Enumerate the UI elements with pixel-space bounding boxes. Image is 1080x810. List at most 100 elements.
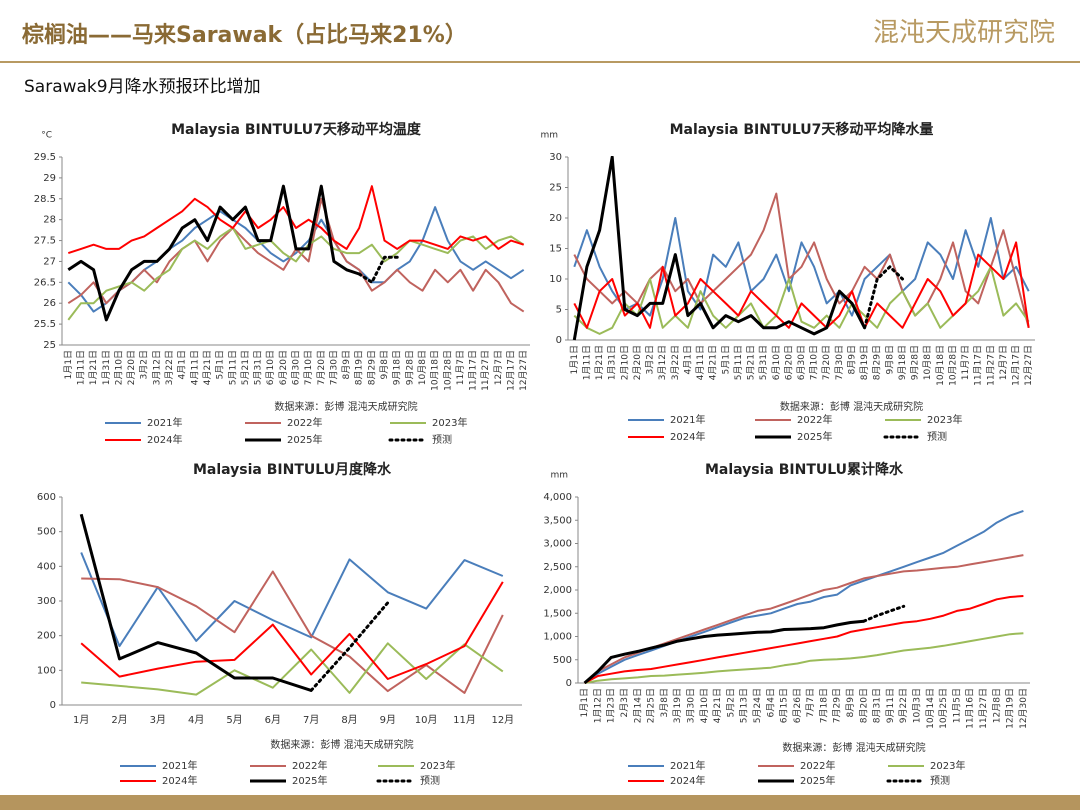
x-tick-label: 5月21日 [240, 350, 251, 385]
y-tick-label: 4,000 [543, 492, 572, 503]
x-tick-label: 8月19日 [354, 350, 365, 385]
y-tick-label: 20 [549, 213, 562, 224]
x-tick-label: 9月 [380, 714, 396, 726]
x-tick-label: 7月30日 [834, 345, 845, 380]
series-line [81, 570, 504, 694]
x-tick-label: 5月11日 [733, 345, 744, 380]
legend-label: 预测 [432, 433, 452, 446]
y-tick-label: 28.5 [34, 194, 56, 205]
y-tick-label: 30 [549, 152, 562, 163]
x-tick-label: 12月8日 [991, 688, 1002, 723]
x-tick-label: 2月 [111, 714, 127, 726]
chart-title: Malaysia BINTULU月度降水 [193, 461, 392, 478]
legend-label: 2024年 [670, 430, 705, 443]
x-tick-label: 10月28日 [947, 345, 958, 386]
x-tick-label: 10月18日 [430, 350, 441, 391]
x-tick-label: 7月18日 [818, 688, 829, 723]
x-tick-label: 12月27日 [518, 350, 529, 391]
x-tick-label: 7月7日 [805, 688, 816, 717]
x-tick-label: 11月16日 [965, 688, 976, 729]
x-tick-label: 1月1日 [569, 345, 580, 374]
legend-label: 2023年 [420, 759, 455, 772]
y-tick-label: 200 [37, 631, 56, 642]
x-tick-label: 8月20日 [858, 688, 869, 723]
x-tick-label: 5月1日 [720, 345, 731, 374]
x-tick-label: 1月21日 [594, 345, 605, 380]
subtitle: Sarawak9月降水预报环比增加 [24, 77, 261, 97]
x-tick-label: 4月21日 [708, 345, 719, 380]
x-tick-label: 4月11日 [695, 345, 706, 380]
x-tick-label: 11月17日 [973, 345, 984, 386]
x-tick-label: 4月1日 [177, 350, 188, 379]
x-tick-label: 3月 [150, 714, 166, 726]
y-tick-label: 0 [566, 678, 572, 689]
series-line [583, 619, 864, 684]
x-tick-label: 11月17日 [468, 350, 479, 391]
x-tick-label: 8月 [341, 714, 357, 726]
y-tick-label: 0 [556, 335, 562, 346]
x-tick-label: 4月21日 [202, 350, 213, 385]
x-tick-label: 6月 [265, 714, 281, 726]
legend-label: 2023年 [930, 759, 965, 772]
x-tick-label: 8月29日 [872, 345, 883, 380]
legend-label: 2021年 [670, 759, 705, 772]
legend-label: 2025年 [292, 774, 327, 787]
legend-label: 2025年 [287, 433, 322, 446]
unit-label: mm [550, 471, 568, 481]
x-tick-label: 7月10日 [303, 350, 314, 385]
y-tick-label: 0 [50, 700, 56, 711]
x-tick-label: 6月26日 [792, 688, 803, 723]
x-tick-label: 3月2日 [645, 345, 656, 374]
y-tick-label: 500 [553, 655, 572, 666]
series-line [357, 255, 399, 284]
x-tick-label: 4月10日 [699, 688, 710, 723]
x-tick-label: 1月31日 [101, 350, 112, 385]
x-tick-label: 8月9日 [341, 350, 352, 379]
x-tick-label: 12月30日 [1018, 688, 1029, 729]
x-tick-label: 10月 [415, 714, 438, 726]
series-line [584, 632, 1024, 684]
x-tick-label: 5月31日 [758, 345, 769, 380]
y-tick-label: 28 [43, 215, 56, 226]
source-note: 数据来源：彭博 混沌天成研究院 [780, 400, 923, 413]
x-tick-label: 2月20日 [632, 345, 643, 380]
x-tick-label: 7月20日 [316, 350, 327, 385]
footer-band [0, 795, 1080, 810]
y-tick-label: 3,000 [543, 539, 572, 550]
legend-label: 2021年 [670, 413, 705, 426]
x-tick-label: 9月18日 [392, 350, 403, 385]
x-tick-label: 12月17日 [1011, 345, 1022, 386]
x-tick-label: 11月 [453, 714, 476, 726]
x-tick-label: 7月20日 [821, 345, 832, 380]
x-tick-label: 1月11日 [581, 345, 592, 380]
x-tick-label: 7月10日 [809, 345, 820, 380]
x-tick-label: 5月13日 [739, 688, 750, 723]
legend-label: 预测 [930, 774, 950, 787]
y-tick-label: 500 [37, 527, 56, 538]
x-tick-label: 12月19日 [1005, 688, 1016, 729]
y-tick-label: 5 [556, 305, 562, 316]
series-line [79, 513, 312, 692]
x-tick-label: 5月1日 [215, 350, 226, 379]
y-tick-label: 3,500 [543, 515, 572, 526]
legend-label: 2023年 [432, 416, 467, 429]
series-line [67, 227, 525, 321]
legend-label: 2024年 [670, 774, 705, 787]
x-tick-label: 3月8日 [659, 688, 670, 717]
series-line [573, 241, 1030, 329]
x-tick-label: 10月3日 [912, 688, 923, 723]
x-tick-label: 2月3日 [619, 688, 630, 717]
y-tick-label: 25 [549, 183, 562, 194]
legend-label: 2024年 [147, 433, 182, 446]
x-tick-label: 10月8日 [417, 350, 428, 385]
chart-title: Malaysia BINTULU7天移动平均温度 [171, 121, 422, 138]
x-tick-label: 7月29日 [832, 688, 843, 723]
legend-label: 预测 [420, 774, 440, 787]
x-tick-label: 1月21日 [88, 350, 99, 385]
series-line [81, 642, 504, 696]
x-tick-label: 12月 [491, 714, 514, 726]
legend-label: 2023年 [927, 413, 962, 426]
x-tick-label: 8月9日 [846, 345, 857, 374]
